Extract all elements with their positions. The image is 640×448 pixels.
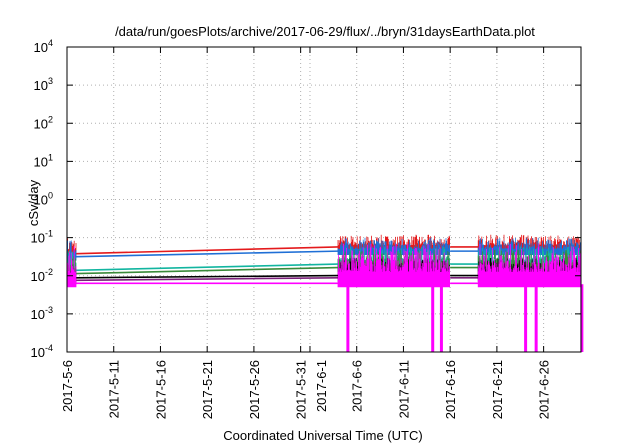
series-band	[477, 243, 582, 288]
x-tick-label: 2017-6-6	[350, 360, 365, 412]
x-tick-label: 2017-5-31	[294, 360, 309, 419]
series-band	[337, 243, 450, 288]
y-tick-label: 101	[34, 152, 53, 169]
y-axis-label: cSv/day	[26, 179, 41, 226]
y-tick-label: 102	[34, 114, 53, 131]
y-tick-label: 104	[34, 38, 53, 55]
y-tick-label: 10-3	[31, 305, 53, 322]
y-tick-label: 103	[34, 76, 53, 93]
dropout-spikes	[346, 284, 584, 352]
dropout-spike	[580, 284, 584, 352]
x-tick-label: 2017-6-11	[396, 360, 411, 418]
dropout-spike	[524, 284, 528, 352]
x-tick-label: 2017-5-26	[247, 360, 262, 419]
x-tick-label: 2017-5-11	[107, 360, 122, 418]
y-axis-ticks: 10-4 10-3 10-2 10-1 100 101 102 103 104	[31, 38, 581, 360]
dropout-spike	[346, 284, 350, 352]
series-connector	[76, 276, 339, 282]
series-connector	[76, 263, 339, 272]
chart-title: /data/run/goesPlots/archive/2017-06-29/f…	[115, 24, 535, 39]
x-tick-label: 2017-5-6	[60, 360, 75, 412]
series-connector	[76, 250, 339, 258]
y-tick-label: 10-4	[31, 343, 53, 360]
x-tick-label: 2017-6-1	[314, 360, 329, 412]
x-axis-label: Coordinated Universal Time (UTC)	[223, 428, 422, 443]
dropout-spike	[534, 284, 538, 352]
dropout-spike	[431, 284, 435, 352]
x-tick-label: 2017-5-21	[200, 360, 215, 419]
y-tick-label: 10-2	[31, 267, 53, 284]
gap-connectors	[76, 246, 479, 285]
dropout-spike	[439, 284, 443, 352]
y-tick-label: 10-1	[31, 229, 53, 246]
y-tick-label: 100	[34, 191, 53, 208]
x-tick-label: 2017-6-16	[443, 360, 458, 419]
series-connector	[76, 246, 339, 255]
series-band-group	[66, 243, 582, 288]
x-axis-ticks: 2017-5-6 2017-5-11 2017-5-16 2017-5-21 2017-…	[60, 47, 552, 419]
x-tick-label: 2017-6-26	[537, 360, 552, 419]
series-connector	[76, 274, 339, 279]
grid-lines	[66, 46, 581, 353]
series-connector	[76, 266, 339, 275]
x-tick-label: 2017-5-16	[153, 360, 168, 419]
x-tick-label: 2017-6-21	[490, 360, 505, 419]
